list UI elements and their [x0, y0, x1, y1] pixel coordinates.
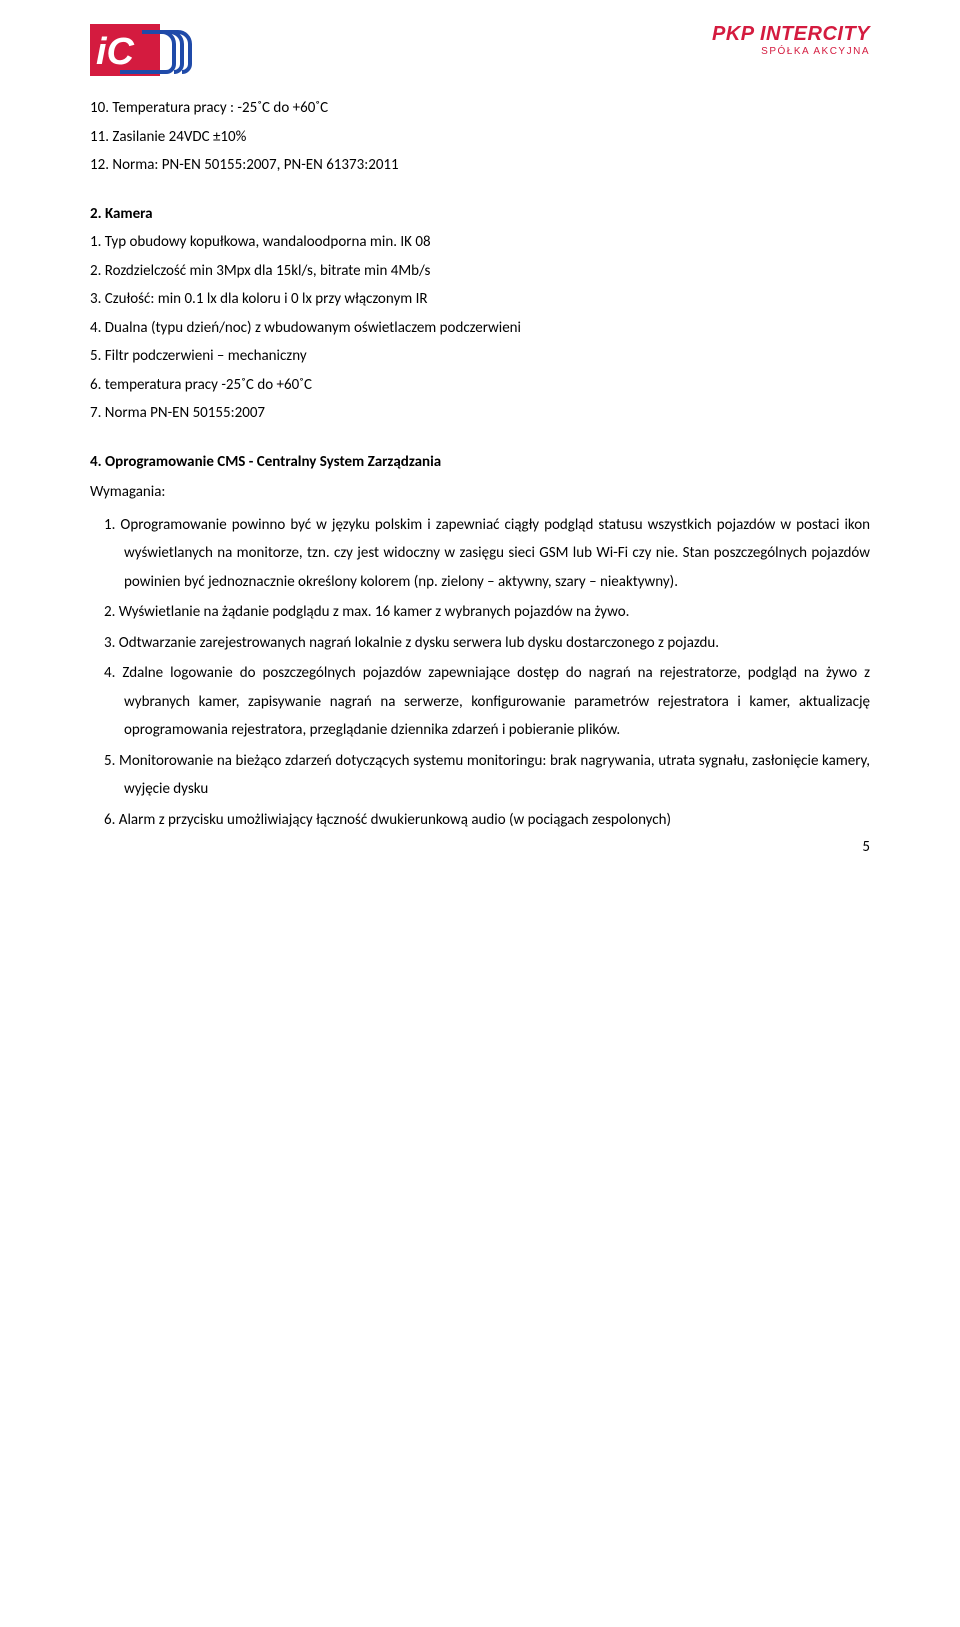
- brand-name: PKP INTERCITY: [712, 24, 870, 44]
- camera-item-6: 6. temperatura pracy -25˚C do +60˚C: [90, 371, 870, 400]
- requirement-6: 6. Alarm z przycisku umożliwiający łączn…: [124, 806, 870, 835]
- requirement-1: 1. Oprogramowanie powinno być w języku p…: [124, 511, 870, 597]
- requirement-3: 3. Odtwarzanie zarejestrowanych nagrań l…: [124, 629, 870, 658]
- camera-item-7: 7. Norma PN-EN 50155:2007: [90, 399, 870, 428]
- page-header: iC PKP INTERCITY SPÓŁKA AKCYJNA: [90, 24, 870, 76]
- spec-item-11: 11. Zasilanie 24VDC ±10%: [90, 123, 870, 152]
- requirements-list: 1. Oprogramowanie powinno być w języku p…: [90, 511, 870, 835]
- right-logo: PKP INTERCITY SPÓŁKA AKCYJNA: [712, 24, 870, 57]
- requirement-2: 2. Wyświetlanie na żądanie podglądu z ma…: [124, 598, 870, 627]
- requirement-5: 5. Monitorowanie na bieżąco zdarzeń doty…: [124, 747, 870, 804]
- page-number: 5: [862, 838, 870, 856]
- spec-item-12: 12. Norma: PN-EN 50155:2007, PN-EN 61373…: [90, 151, 870, 180]
- left-logo: iC: [90, 24, 210, 76]
- section-2-title: 2. Kamera: [90, 200, 870, 229]
- camera-item-2: 2. Rozdzielczość min 3Mpx dla 15kl/s, bi…: [90, 257, 870, 286]
- camera-item-5: 5. Filtr podczerwieni – mechaniczny: [90, 342, 870, 371]
- spec-item-10: 10. Temperatura pracy : -25˚C do +60˚C: [90, 94, 870, 123]
- requirement-4: 4. Zdalne logowanie do poszczególnych po…: [124, 659, 870, 745]
- camera-item-1: 1. Typ obudowy kopułkowa, wandaloodporna…: [90, 228, 870, 257]
- brand-subtitle: SPÓŁKA AKCYJNA: [712, 46, 870, 57]
- document-body: 10. Temperatura pracy : -25˚C do +60˚C 1…: [90, 94, 870, 834]
- camera-item-3: 3. Czułość: min 0.1 lx dla koloru i 0 lx…: [90, 285, 870, 314]
- camera-item-4: 4. Dualna (typu dzień/noc) z wbudowanym …: [90, 314, 870, 343]
- svg-text:iC: iC: [96, 31, 135, 73]
- requirements-label: Wymagania:: [90, 478, 870, 507]
- section-4-title: 4. Oprogramowanie CMS - Centralny System…: [90, 448, 870, 477]
